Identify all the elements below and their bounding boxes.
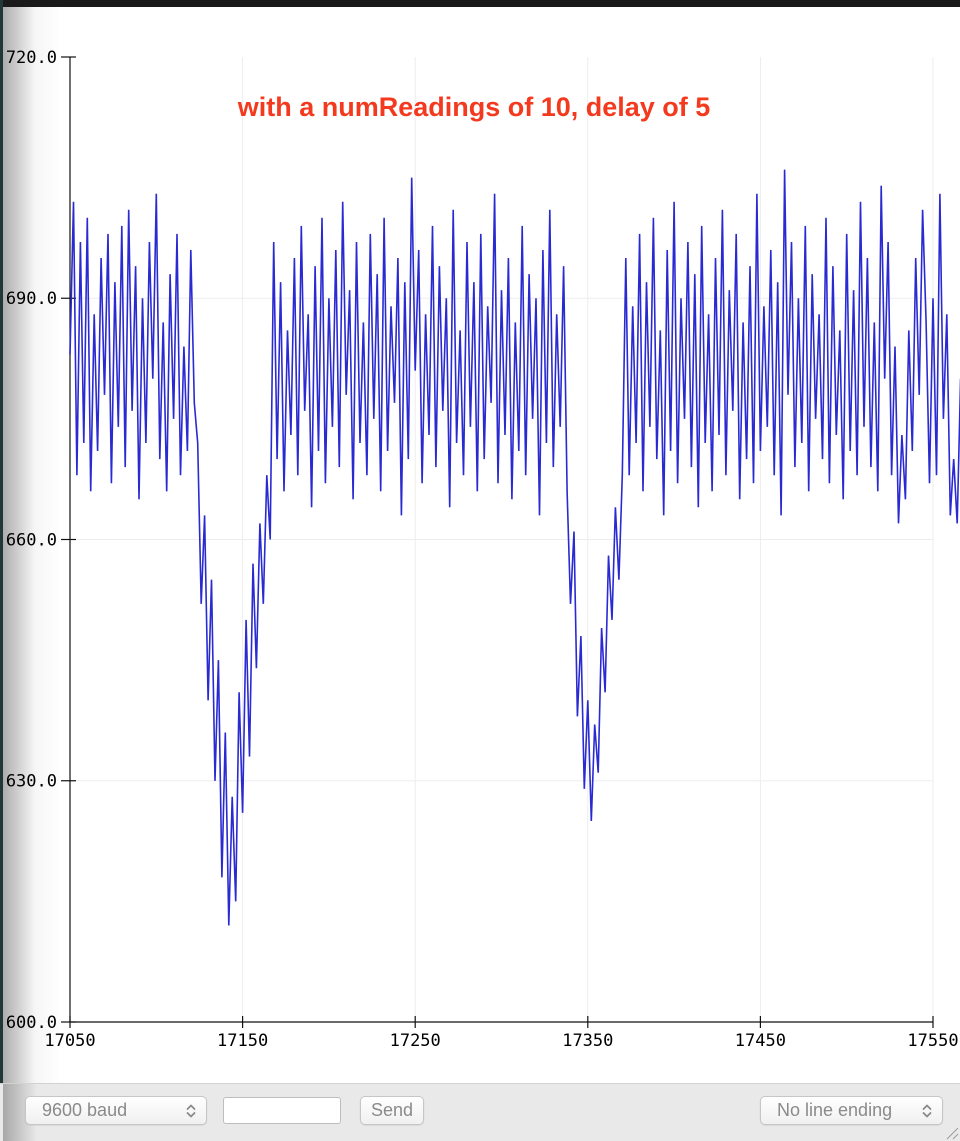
window-top-edge	[0, 0, 960, 7]
line-ending-select[interactable]: No line ending	[760, 1096, 943, 1125]
y-axis-label: 660.0	[6, 530, 57, 550]
x-axis-label: 17550	[907, 1031, 958, 1051]
line-ending-value: No line ending	[777, 1100, 893, 1120]
window-left-shadow	[3, 7, 61, 1083]
x-axis-label: 17250	[390, 1031, 441, 1051]
send-button-label: Send	[370, 1100, 414, 1120]
y-axis-label: 630.0	[6, 772, 57, 792]
serial-toolbar: 9600 baud Send No line ending	[0, 1083, 960, 1141]
y-axis-label: 690.0	[6, 289, 57, 309]
y-axis-label: 720.0	[6, 48, 57, 68]
send-button[interactable]: Send	[360, 1096, 424, 1125]
chevron-up-down-icon	[921, 1103, 933, 1119]
baud-rate-select[interactable]: 9600 baud	[25, 1096, 207, 1125]
x-axis-label: 17450	[735, 1031, 786, 1051]
window-resize-grip-icon[interactable]	[945, 1126, 959, 1140]
series-line	[69, 169, 960, 926]
chevron-up-down-icon	[185, 1103, 197, 1119]
serial-message-input[interactable]	[223, 1097, 341, 1124]
plot-annotation-title: with a numReadings of 10, delay of 5	[237, 92, 711, 122]
window-left-edge	[0, 0, 3, 1141]
y-axis-label: 600.0	[6, 1013, 57, 1033]
x-axis-label: 17350	[562, 1031, 613, 1051]
baud-rate-value: 9600 baud	[42, 1100, 128, 1120]
x-axis-label: 17150	[217, 1031, 268, 1051]
x-axis-label: 17050	[44, 1031, 95, 1051]
